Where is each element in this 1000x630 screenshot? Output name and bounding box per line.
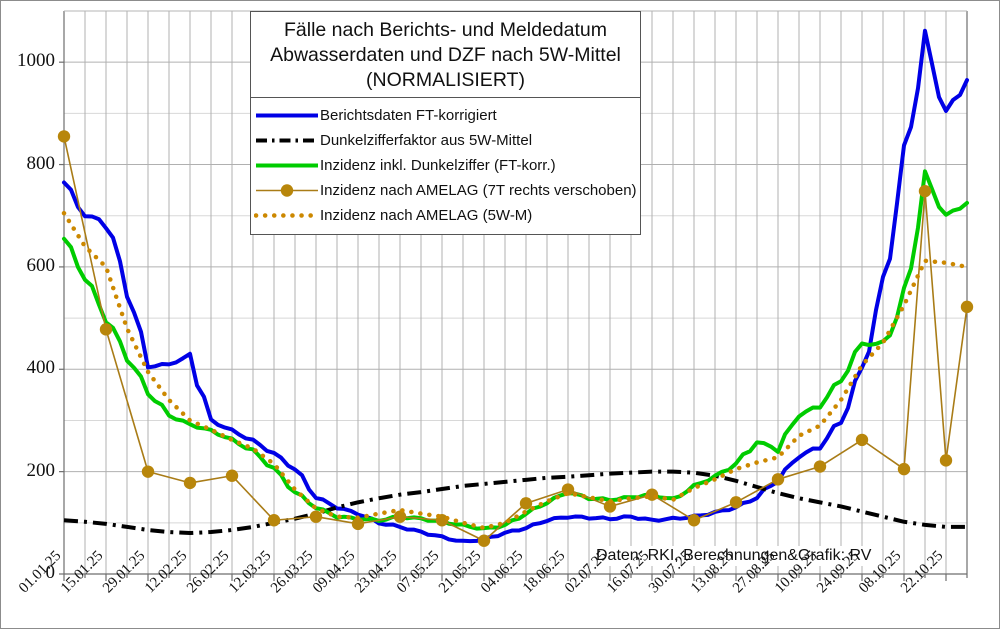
series-marker-amelag-7t (141, 465, 155, 478)
legend-swatch-inzidenz-dz (254, 153, 320, 178)
legend-swatch-dunkelzifferfaktor (254, 128, 320, 153)
y-axis-tick-label: 800 (26, 152, 56, 174)
legend-key-glyph (256, 113, 318, 118)
series-marker-amelag-7t (99, 323, 113, 336)
legend-swatch-amelag-7t (254, 178, 320, 203)
y-axis-tick-label: 1000 (17, 50, 55, 72)
series-line-amelag-7t (63, 136, 968, 542)
legend-item-dunkelzifferfaktor: Dunkelzifferfaktor aus 5W-Mittel (251, 128, 640, 153)
series-marker-amelag-7t (225, 469, 239, 482)
series-marker-amelag-7t (687, 514, 701, 527)
legend-key-glyph (256, 138, 318, 143)
series-marker-amelag-7t (477, 534, 491, 547)
series-marker-amelag-7t (267, 514, 281, 527)
series-marker-amelag-7t (57, 130, 71, 143)
legend-label-dunkelzifferfaktor: Dunkelzifferfaktor aus 5W-Mittel (320, 132, 533, 149)
series-marker-amelag-7t (309, 510, 323, 523)
series-marker-amelag-7t (855, 433, 869, 447)
legend-key-glyph (256, 163, 318, 168)
legend-item-inzidenz-dz: Inzidenz inkl. Dunkelziffer (FT-korr.) (251, 153, 640, 178)
chart-title-line-1: Fälle nach Berichts- und Meldedatum (284, 19, 607, 41)
legend-label-inzidenz-dz: Inzidenz inkl. Dunkelziffer (FT-korr.) (320, 157, 556, 174)
series-marker-amelag-7t (918, 184, 932, 198)
series-marker-amelag-7t (939, 454, 953, 467)
series-line-dunkelzifferfaktor (63, 469, 967, 536)
y-axis-tick-label: 400 (26, 357, 56, 379)
y-axis-tick-label: 600 (26, 254, 56, 276)
legend-swatch-amelag-5wm (253, 203, 321, 228)
series-marker-amelag-7t (351, 517, 365, 531)
series-marker-amelag-7t (519, 497, 533, 510)
series-marker-amelag-7t (771, 473, 785, 486)
chart-title-line-3: (NORMALISIERT) (366, 69, 525, 91)
legend-key-glyph (253, 213, 321, 218)
y-axis-tick-label: 0 (45, 562, 56, 583)
legend-label-amelag-5wm: Inzidenz nach AMELAG (5W-M) (320, 207, 533, 224)
legend-item-amelag-5wm: Inzidenz nach AMELAG (5W-M) (251, 203, 640, 228)
legend-item-berichtsdaten: Berichtsdaten FT-korrigiert (251, 103, 640, 128)
chart-title-box: Fälle nach Berichts- und Meldedatum Abwa… (250, 11, 641, 99)
y-axis-tick-label: 200 (26, 459, 56, 481)
series-marker-amelag-7t (603, 500, 617, 513)
legend-label-amelag-7t: Inzidenz nach AMELAG (7T rechts verschob… (320, 182, 637, 199)
series-line-amelag-5wm (61, 210, 970, 531)
legend-swatch-berichtsdaten (254, 103, 320, 128)
chart-credit: Daten: RKI, Berechnungen&Grafik: RV (593, 546, 875, 566)
legend-item-amelag-7t: Inzidenz nach AMELAG (7T rechts verschob… (251, 178, 640, 203)
series-line-berichtsdaten (62, 28, 969, 544)
series-marker-amelag-7t (897, 462, 911, 476)
legend-label-berichtsdaten: Berichtsdaten FT-korrigiert (320, 107, 497, 124)
chart-title-line-2: Abwasserdaten und DZF nach 5W-Mittel (270, 44, 621, 66)
legend-key-glyph (256, 184, 318, 197)
chart-legend: Berichtsdaten FT-korrigiert Dunkelziffer… (250, 97, 641, 235)
series-marker-amelag-7t (813, 460, 827, 473)
series-marker-amelag-7t (183, 476, 197, 490)
series-marker-amelag-7t (393, 510, 407, 523)
series-marker-amelag-7t (960, 300, 974, 314)
series-marker-amelag-7t (729, 496, 743, 509)
